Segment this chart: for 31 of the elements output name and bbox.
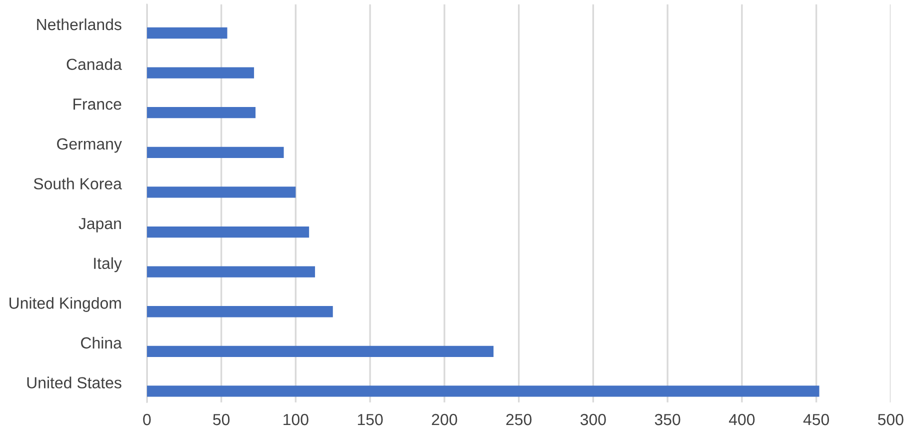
x-tick-label: 150 (358, 414, 383, 426)
x-tick-label: 400 (728, 414, 755, 426)
bar (146, 226, 310, 238)
y-tick-label: France (74, 98, 122, 110)
x-tick-label: 0 (143, 414, 151, 426)
y-tick-label: China (81, 336, 122, 349)
bar (146, 146, 284, 158)
y-tick-label: Japan (78, 218, 121, 232)
bar (146, 386, 820, 397)
y-tick-label: Italy (94, 257, 122, 272)
x-tick-label: 450 (803, 414, 829, 426)
bar (146, 67, 254, 78)
bar (146, 186, 296, 198)
y-tick-label: United Kingdom (10, 297, 121, 312)
x-tick-label: 300 (580, 414, 606, 426)
bar (146, 266, 316, 278)
x-tick-label: 100 (284, 414, 308, 426)
bar (146, 306, 333, 318)
y-tick-label: Germany (57, 138, 122, 153)
x-tick-label: 50 (213, 414, 230, 426)
bar (146, 107, 256, 118)
x-tick-label: 250 (506, 414, 532, 426)
y-tick-label: South Korea (34, 178, 122, 190)
x-tick-label: 500 (878, 414, 904, 426)
y-tick-label: United States (27, 376, 122, 388)
bar (146, 27, 228, 39)
y-tick-label: Netherlands (37, 18, 122, 30)
x-tick-label: 350 (654, 414, 680, 426)
y-tick-label: Canada (66, 58, 122, 70)
bar (146, 346, 494, 357)
x-tick-label: 200 (432, 414, 458, 426)
